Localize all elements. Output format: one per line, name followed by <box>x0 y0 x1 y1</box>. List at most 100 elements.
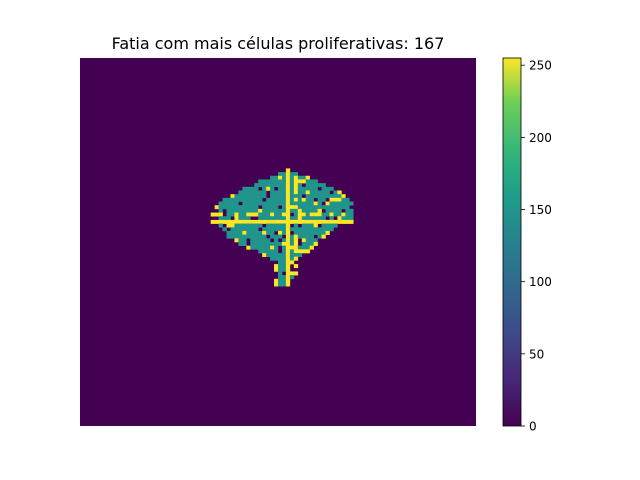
heatmap-cell <box>274 242 279 246</box>
heatmap-cell <box>262 234 267 239</box>
heatmap-cell <box>321 194 326 199</box>
heatmap-cell <box>285 190 291 195</box>
heatmap-cell <box>274 216 279 221</box>
heatmap-cell <box>345 216 350 221</box>
heatmap-cell <box>325 190 330 195</box>
heatmap-cell <box>274 201 279 206</box>
heatmap-cell <box>285 172 291 177</box>
heatmap-cell <box>222 227 227 232</box>
heatmap-cell <box>258 249 263 254</box>
heatmap-cell <box>305 227 310 232</box>
heatmap-cell <box>293 179 299 184</box>
heatmap-cell <box>270 219 275 224</box>
heatmap-cell <box>297 253 303 258</box>
heatmap-cell <box>250 194 255 199</box>
heatmap-cell <box>285 278 291 283</box>
heatmap-cell <box>258 208 263 213</box>
heatmap-cell <box>313 238 318 243</box>
heatmap-cell <box>222 219 227 224</box>
heatmap-cell <box>289 227 295 232</box>
heatmap-cell <box>266 208 271 213</box>
heatmap-cell <box>317 197 322 202</box>
heatmap-cell <box>274 194 279 199</box>
heatmap-cell <box>254 208 259 213</box>
heatmap-cell <box>258 219 263 224</box>
heatmap-cell <box>274 238 279 243</box>
heatmap-cell <box>297 179 303 184</box>
heatmap-cell <box>329 186 334 191</box>
heatmap-cell <box>218 208 223 213</box>
heatmap-cell <box>285 208 291 213</box>
heatmap-cell <box>258 242 263 246</box>
heatmap-cell <box>258 183 263 188</box>
heatmap-cell <box>242 190 247 195</box>
heatmap-cell <box>289 219 295 224</box>
heatmap-cell <box>266 179 271 184</box>
heatmap-cell <box>305 249 310 254</box>
heatmap-cell <box>325 212 330 217</box>
heatmap-cell <box>218 205 223 210</box>
heatmap-cell <box>262 227 267 232</box>
heatmap-cell <box>274 282 279 287</box>
heatmap-cell <box>341 219 346 224</box>
heatmap-cell <box>293 238 299 243</box>
heatmap-cell <box>293 175 299 180</box>
heatmap-cell <box>313 186 318 191</box>
heatmap-cell <box>313 227 318 232</box>
heatmap-cell <box>293 197 299 202</box>
heatmap-cell <box>317 212 322 217</box>
heatmap-cell <box>305 201 310 206</box>
heatmap-cell <box>274 256 279 261</box>
heatmap-cell <box>325 194 330 199</box>
heatmap-cell <box>333 205 338 210</box>
heatmap-cell <box>214 219 219 224</box>
heatmap-cell <box>242 197 247 202</box>
heatmap-cell <box>210 219 215 224</box>
heatmap-cell <box>289 172 295 177</box>
heatmap-cell <box>258 238 263 243</box>
colorbar-tick-label: 200 <box>529 131 552 145</box>
heatmap-cell <box>246 205 251 210</box>
heatmap-cell <box>278 275 283 280</box>
heatmap-cell <box>317 205 322 210</box>
heatmap-cell <box>333 190 338 195</box>
heatmap-cell <box>305 175 310 180</box>
heatmap-cell <box>293 223 299 228</box>
heatmap-cell <box>285 216 291 221</box>
heatmap-cell <box>270 205 275 210</box>
heatmap-cell <box>309 238 314 243</box>
heatmap-cell <box>281 278 287 283</box>
heatmap-cell <box>305 186 310 191</box>
heatmap-cell <box>305 212 310 217</box>
heatmap-cell <box>246 208 251 213</box>
heatmap-cell <box>293 264 299 269</box>
heatmap-cell <box>341 205 346 210</box>
heatmap-cell <box>321 223 326 228</box>
heatmap-cell <box>274 205 279 210</box>
heatmap-cell <box>262 216 267 221</box>
heatmap-cell <box>321 205 326 210</box>
heatmap-cell <box>301 249 307 254</box>
heatmap-cell <box>262 194 267 199</box>
heatmap-cell <box>289 183 295 188</box>
heatmap-cell <box>246 201 251 206</box>
heatmap-cell <box>321 186 326 191</box>
heatmap-cell <box>305 194 310 199</box>
heatmap-cell <box>250 245 255 250</box>
heatmap-cell <box>246 197 251 202</box>
heatmap-cell <box>301 238 307 243</box>
heatmap-cell <box>258 201 263 206</box>
heatmap-cell <box>289 197 295 202</box>
heatmap-cell <box>270 242 275 246</box>
heatmap-cell <box>337 205 342 210</box>
heatmap-cell <box>297 201 303 206</box>
heatmap-cell <box>258 223 263 228</box>
heatmap-cell <box>262 238 267 243</box>
heatmap-cell <box>293 190 299 195</box>
heatmap-cell <box>301 186 307 191</box>
heatmap-cell <box>266 216 271 221</box>
heatmap-cell <box>250 205 255 210</box>
heatmap-cell <box>305 238 310 243</box>
heatmap-cell <box>258 212 263 217</box>
heatmap-cell <box>218 216 223 221</box>
